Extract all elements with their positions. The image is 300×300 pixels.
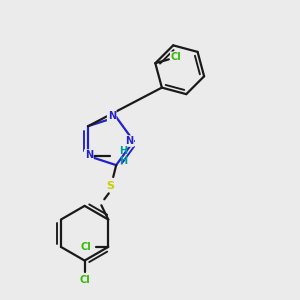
- Text: S: S: [106, 181, 114, 191]
- Text: H: H: [119, 156, 127, 166]
- Text: Cl: Cl: [81, 242, 92, 252]
- Text: N: N: [85, 150, 93, 160]
- Text: H: H: [119, 146, 127, 157]
- Text: N: N: [108, 111, 116, 121]
- Text: Cl: Cl: [79, 275, 90, 285]
- Text: Cl: Cl: [171, 52, 182, 62]
- Text: N: N: [125, 136, 133, 146]
